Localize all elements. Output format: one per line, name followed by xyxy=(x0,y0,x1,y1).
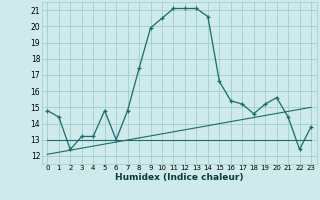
X-axis label: Humidex (Indice chaleur): Humidex (Indice chaleur) xyxy=(115,173,244,182)
